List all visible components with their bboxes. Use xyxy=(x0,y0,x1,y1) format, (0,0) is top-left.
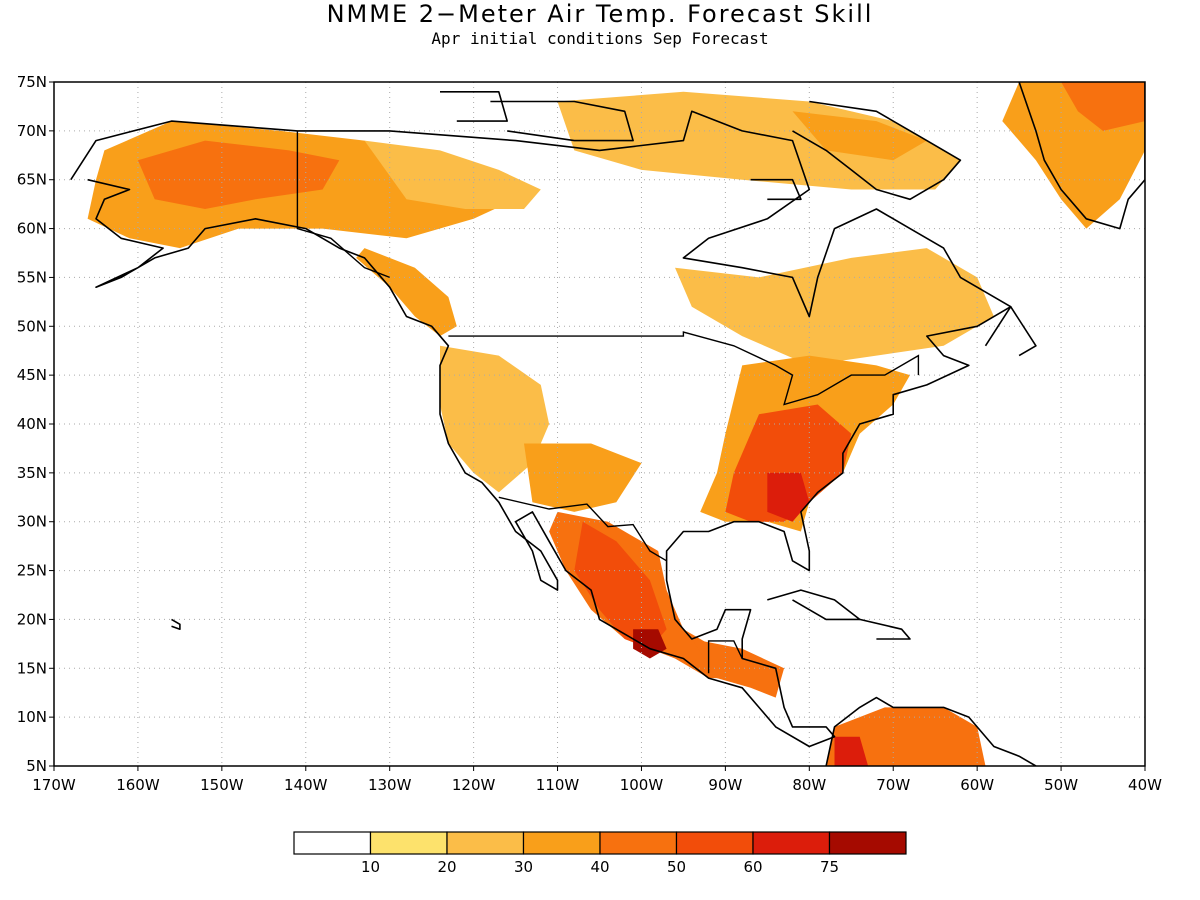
skill-region-quebec-labrador xyxy=(675,248,994,366)
lon-label: 70W xyxy=(876,776,910,794)
border-us-canada xyxy=(448,331,920,406)
skill-region-us-west xyxy=(440,345,550,493)
colorbar-label: 10 xyxy=(361,858,380,876)
coastlines xyxy=(70,82,1145,766)
lat-label: 15N xyxy=(17,659,47,677)
coastline-southampton-island xyxy=(750,178,802,201)
lat-label: 70N xyxy=(17,122,47,140)
skill-region-central-america xyxy=(691,639,785,698)
skill-region-alaska-core xyxy=(137,140,340,209)
map-title: NMME 2−Meter Air Temp. Forecast Skill xyxy=(326,0,874,28)
political-borders xyxy=(296,130,920,674)
lon-label: 60W xyxy=(960,776,994,794)
lat-label: 30N xyxy=(17,513,47,531)
skill-region-us-southeast-peak xyxy=(767,472,810,522)
colorbar-swatch xyxy=(599,831,678,855)
colorbar-label: 40 xyxy=(590,858,609,876)
lon-label: 90W xyxy=(708,776,742,794)
lon-label: 110W xyxy=(536,776,580,794)
lat-label: 65N xyxy=(17,171,47,189)
skill-region-greenland-core xyxy=(1061,82,1145,131)
coastline-victoria-island xyxy=(490,100,634,142)
colorbar-label: 20 xyxy=(437,858,456,876)
coastline-north-america xyxy=(70,110,1012,748)
colorbar-label: 60 xyxy=(743,858,762,876)
longitude-labels: 170W 160W 150W 140W 130W 120W 110W 100W 90W 80W 70… xyxy=(32,766,1162,794)
skill-region-mexico-core xyxy=(574,521,667,649)
colorbar: 10 20 30 40 50 60 75 xyxy=(293,831,907,876)
latitude-labels: 75N 70N 65N 60N 55N 50N 45N 40N 35N 30N 25N 20N 15N 1… xyxy=(17,73,54,775)
lat-label: 20N xyxy=(17,610,47,628)
lat-label: 25N xyxy=(17,562,47,580)
lon-label: 50W xyxy=(1044,776,1078,794)
lat-label: 60N xyxy=(17,220,47,238)
colorbar-swatch xyxy=(752,831,831,855)
colorbar-label: 75 xyxy=(820,858,839,876)
lon-label: 150W xyxy=(200,776,244,794)
lat-label: 50N xyxy=(17,317,47,335)
skill-region-us-southwest xyxy=(524,443,642,512)
lon-label: 40W xyxy=(1128,776,1162,794)
coastline-newfoundland xyxy=(984,305,1037,357)
lat-label: 35N xyxy=(17,464,47,482)
coastline-hispaniola xyxy=(859,618,911,640)
skill-region-bc-coast xyxy=(356,248,457,337)
colorbar-swatch xyxy=(828,831,907,855)
coastline-hawaii xyxy=(171,618,181,631)
lon-label: 140W xyxy=(284,776,328,794)
skill-region-canadian-arctic xyxy=(557,91,961,190)
skill-region-south-america xyxy=(826,707,986,766)
border-guatemala-mexico xyxy=(707,640,743,674)
colorbar-swatch xyxy=(446,831,525,855)
skill-shading xyxy=(87,82,1145,766)
lat-label: 75N xyxy=(17,73,47,91)
colorbar-label: 30 xyxy=(514,858,533,876)
map-subtitle: Apr initial conditions Sep Forecast xyxy=(431,29,769,48)
border-alaska-canada xyxy=(296,130,390,279)
coastline-cuba xyxy=(767,589,861,621)
lat-label: 40N xyxy=(17,415,47,433)
lon-label: 170W xyxy=(32,776,76,794)
border-us-mexico xyxy=(498,496,667,562)
skill-region-south-america-peak xyxy=(834,736,869,766)
skill-region-yukon-coast xyxy=(364,140,541,209)
lat-label: 55N xyxy=(17,268,47,286)
lon-label: 100W xyxy=(620,776,664,794)
lon-label: 80W xyxy=(792,776,826,794)
coastline-banks-island xyxy=(440,91,509,122)
colorbar-label: 50 xyxy=(667,858,686,876)
coastline-south-america xyxy=(825,696,1037,766)
lat-label: 5N xyxy=(26,757,47,775)
lon-label: 130W xyxy=(368,776,412,794)
lat-label: 10N xyxy=(17,708,47,726)
lon-label: 120W xyxy=(452,776,496,794)
coastline-greenland xyxy=(1018,82,1145,230)
colorbar-swatch xyxy=(522,831,601,855)
lat-label: 45N xyxy=(17,366,47,384)
coastline-baffin-island xyxy=(792,100,962,201)
colorbar-swatch xyxy=(293,831,372,855)
colorbar-swatch xyxy=(369,831,448,855)
colorbar-swatch xyxy=(675,831,754,855)
skill-region-us-southeast-core xyxy=(725,404,852,522)
lon-label: 160W xyxy=(116,776,160,794)
